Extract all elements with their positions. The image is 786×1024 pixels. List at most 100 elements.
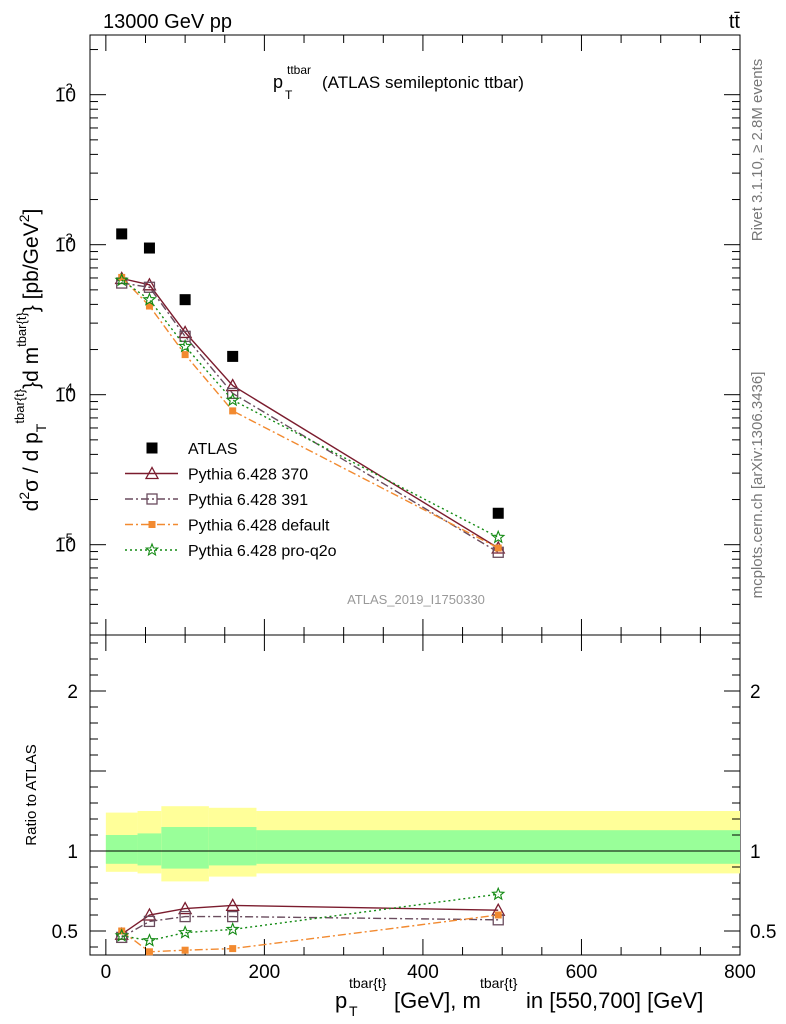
main-y-tick-label: 10 (55, 536, 76, 557)
main-data-point (143, 242, 155, 254)
x-tick-label: 0 (101, 962, 112, 983)
main-series-atlas (116, 228, 504, 519)
main-y-tick-label: 10 (55, 386, 76, 407)
main-y-tick-exponent: −5 (58, 531, 73, 546)
main-data-point (143, 281, 156, 293)
svg-text:Rivet 3.1.10, ≥ 2.8M events: Rivet 3.1.10, ≥ 2.8M events (749, 59, 766, 242)
legend-item: Pythia 6.428 391 (125, 492, 308, 509)
main-data-point (142, 277, 157, 291)
legend-item: ATLAS (146, 441, 238, 458)
ratio-data-point (225, 921, 240, 936)
ratio-data-point (178, 901, 193, 915)
x-tick-label: 200 (249, 962, 281, 983)
process-label: tt̄ (729, 11, 741, 33)
legend-marker (146, 442, 158, 454)
legend-label: Pythia 6.428 default (188, 518, 330, 535)
main-data-point (181, 351, 189, 359)
main-series-line (121, 282, 499, 553)
main-series-pythia-6-428-pro-q2o (114, 272, 506, 544)
title-main: p (273, 72, 283, 92)
legend-item: Pythia 6.428 pro-q2o (125, 542, 337, 560)
ratio-data-point (114, 928, 129, 942)
ratio-band-green (105, 835, 138, 864)
energy-label: 13000 GeV pp (103, 11, 232, 33)
legend-item: Pythia 6.428 370 (125, 466, 308, 484)
main-series-line (121, 276, 499, 549)
main-data-point (494, 544, 502, 552)
ratio-data-point (225, 898, 240, 912)
main-y-tick-label: 10 (55, 236, 76, 257)
x-axis-label: p (335, 988, 347, 1013)
title-rest: (ATLAS semileptonic ttbar) (322, 73, 524, 92)
ratio-data-point (142, 907, 157, 921)
main-series-pythia-6-428-370 (114, 271, 506, 554)
ratio-y-tick-label-left: 1 (67, 842, 78, 863)
main-data-point (491, 529, 506, 544)
ratio-band-green (208, 827, 257, 866)
ratio-series-line (121, 893, 499, 942)
main-y-tick-label: 10 (55, 86, 76, 107)
main-title: p (273, 72, 283, 92)
legend-marker (148, 521, 156, 528)
title-superscript: ttbar (287, 63, 311, 77)
x-axis-label-superscript-1: tbar{t} (349, 975, 387, 991)
main-data-point (227, 350, 239, 362)
ratio-data-point (181, 946, 189, 954)
main-series-pythia-6-428-default (118, 273, 502, 552)
ratio-y-axis-label: Ratio to ATLAS (23, 744, 40, 845)
main-y-tick-exponent: −3 (58, 231, 73, 246)
svg-text:mcplots.cern.ch [arXiv:1306.34: mcplots.cern.ch [arXiv:1306.3436] (749, 372, 766, 599)
ratio-panel-frame (89, 634, 741, 956)
svg-text:Ratio to ATLAS: Ratio to ATLAS (23, 744, 40, 845)
ratio-data-point (145, 948, 153, 956)
ratio-data-point (229, 945, 237, 953)
main-data-point (225, 392, 240, 407)
main-data-point (142, 292, 157, 306)
ratio-data-point (143, 915, 156, 928)
ratio-data-point (227, 910, 239, 923)
x-tick-label: 400 (407, 962, 439, 983)
main-series-line (121, 277, 499, 549)
main-data-point (114, 272, 129, 287)
ratio-series-pythia-6-428-391 (116, 910, 504, 944)
main-y-tick-exponent: −4 (58, 381, 73, 396)
ratio-data-point (142, 933, 157, 947)
legend-label: Pythia 6.428 391 (188, 492, 308, 509)
main-y-tick-exponent: −2 (58, 81, 73, 96)
ratio-data-point (179, 910, 191, 923)
x-axis-label-subscript: T (349, 1003, 358, 1019)
main-data-point (116, 228, 128, 240)
x-axis-label-middle: [GeV], m (394, 988, 481, 1013)
main-data-point (225, 378, 240, 392)
rivet-label: Rivet 3.1.10, ≥ 2.8M events (749, 59, 766, 242)
analysis-id-label: ATLAS_2019_I1750330 (347, 592, 485, 607)
legend-marker (144, 542, 160, 557)
mcplots-label: mcplots.cern.ch [arXiv:1306.3436] (749, 372, 766, 599)
ratio-series-pythia-6-428-pro-q2o (114, 886, 506, 947)
svg-text:d2σ / d pTtbar{t}}d mtbar{t}}: d2σ / d pTtbar{t}}d mtbar{t}} [pb/GeV2] (12, 209, 49, 512)
ratio-band-green (256, 830, 740, 864)
legend-label: ATLAS (188, 441, 238, 458)
ratio-series-line (121, 914, 499, 953)
main-data-point (492, 507, 504, 519)
main-data-point (118, 273, 126, 281)
legend-label: Pythia 6.428 370 (188, 467, 308, 484)
x-axis-label-rest: in [550,700] [GeV] (526, 988, 703, 1013)
main-series-line (121, 279, 499, 538)
legend-marker (144, 466, 160, 480)
main-data-point (145, 302, 153, 310)
main-data-point (177, 338, 193, 353)
ratio-y-tick-label-left: 2 (67, 682, 78, 703)
legend-label: Pythia 6.428 pro-q2o (188, 543, 337, 560)
x-axis-label-superscript-2: tbar{t} (480, 975, 518, 991)
ratio-data-point (177, 925, 193, 939)
ratio-band-green (161, 827, 209, 869)
ratio-y-tick-label-left: 0.5 (52, 922, 78, 943)
ratio-data-point (494, 911, 502, 919)
ratio-data-point (491, 886, 506, 901)
x-tick-label: 800 (724, 962, 756, 983)
ratio-y-tick-label-right: 2 (750, 682, 761, 703)
main-data-point (229, 407, 237, 415)
ratio-y-tick-label-right: 0.5 (750, 922, 776, 943)
